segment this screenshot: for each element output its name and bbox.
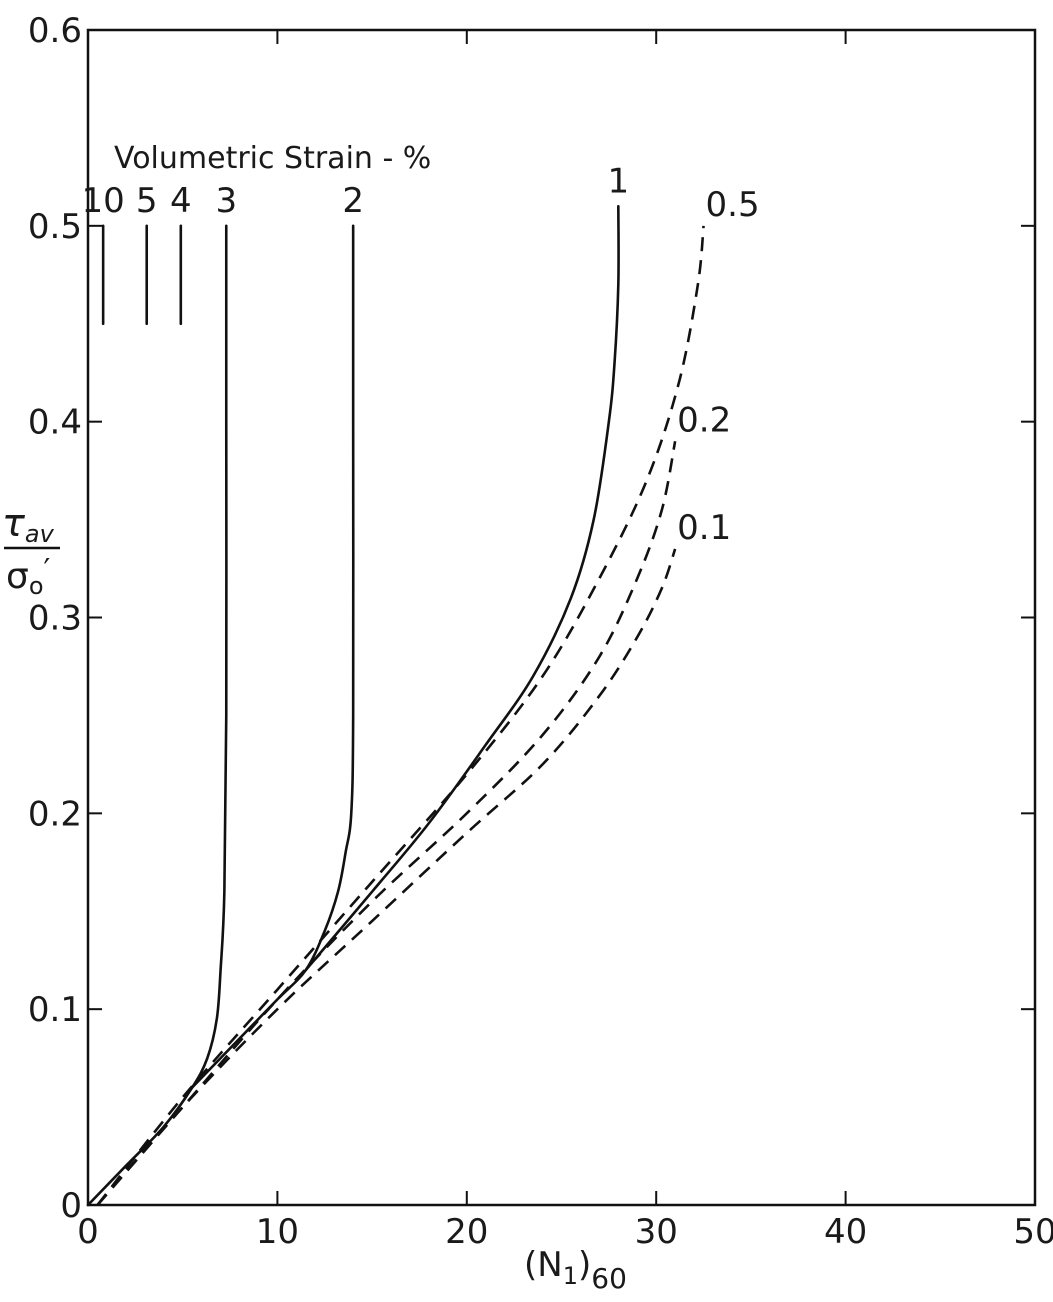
y-axis-title: τav σo′: [2, 501, 60, 600]
y-tick-label: 0: [60, 1186, 82, 1226]
svg-text:τav: τav: [2, 501, 55, 548]
legend-title: Volumetric Strain - %: [114, 141, 431, 176]
x-tick-label: 30: [635, 1212, 678, 1252]
series-label-0-1: 0.1: [677, 508, 731, 548]
series-line-3: [86, 224, 228, 1207]
series-line-1: [304, 204, 620, 972]
y-tick-label: 0.2: [28, 794, 82, 834]
series-line-2: [190, 224, 355, 1089]
series-line-0-1: [96, 548, 677, 1206]
x-tick-label: 10: [256, 1212, 299, 1252]
y-tick-label: 0.6: [28, 11, 82, 51]
series-label-0-5: 0.5: [706, 185, 760, 225]
series-label-10: 10: [82, 181, 125, 221]
y-tick-label: 0.4: [28, 403, 82, 443]
x-tick-label: 50: [1013, 1212, 1053, 1252]
series-label-5: 5: [136, 181, 158, 221]
series-line-0-2: [96, 441, 677, 1206]
series-label-1: 1: [607, 161, 629, 201]
x-axis-title: (N1)60: [524, 1245, 627, 1295]
y-tick-label: 0.3: [28, 599, 82, 639]
series-label-4: 4: [170, 181, 192, 221]
y-tick-label: 0.1: [28, 990, 82, 1030]
x-tick-label: 20: [445, 1212, 488, 1252]
series-label-2: 2: [342, 181, 364, 221]
x-tick-label: 40: [824, 1212, 867, 1252]
series-line-0-5: [96, 225, 705, 1206]
series-label-3: 3: [215, 181, 237, 221]
series-label-0-2: 0.2: [677, 400, 731, 440]
y-tick-label: 0.5: [28, 207, 82, 247]
svg-text:σo′: σo′: [6, 553, 51, 600]
x-tick-label: 0: [77, 1212, 99, 1252]
